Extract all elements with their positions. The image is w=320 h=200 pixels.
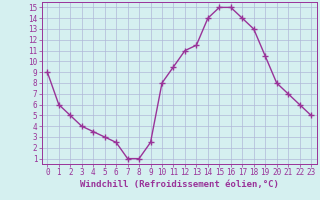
X-axis label: Windchill (Refroidissement éolien,°C): Windchill (Refroidissement éolien,°C) — [80, 180, 279, 189]
